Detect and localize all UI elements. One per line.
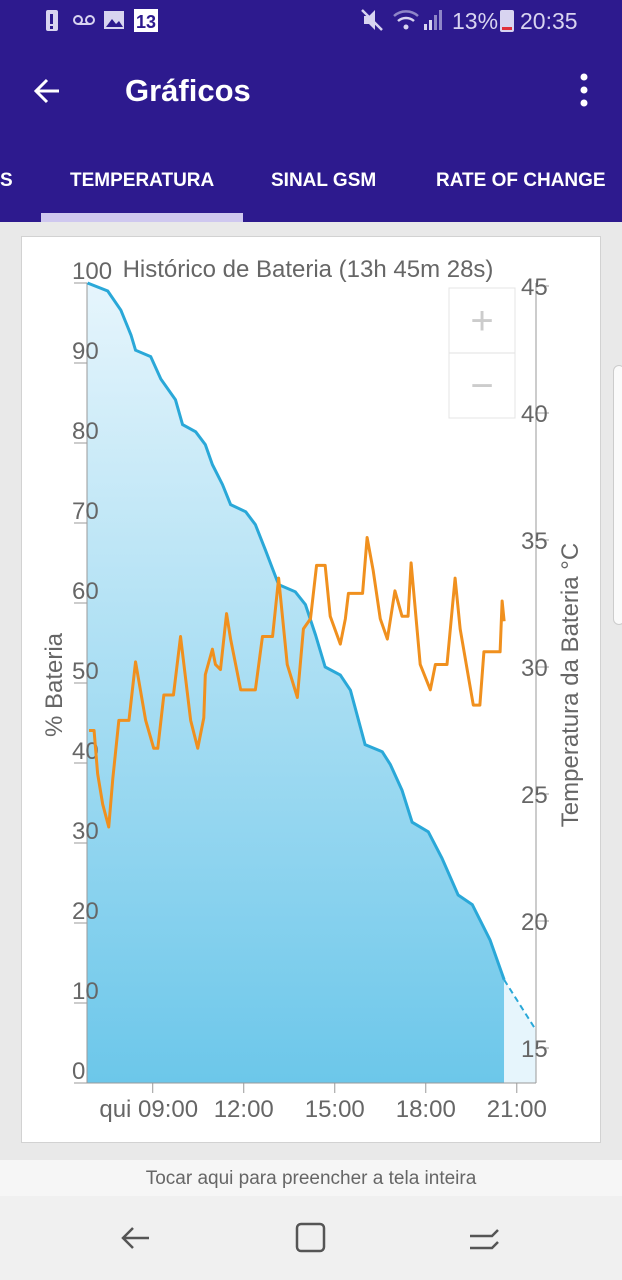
x-tick-label: 12:00 [214, 1096, 274, 1123]
app-bar: Gráficos [0, 42, 622, 140]
notification-badge: 13 [136, 12, 156, 32]
projection-area-fill [504, 979, 536, 1083]
calendar-13-icon [134, 9, 158, 32]
y-tick-label: 90 [72, 338, 99, 365]
tab-sinal-gsm[interactable]: SINAL GSM [271, 170, 377, 191]
more-vert-icon[interactable] [574, 71, 594, 111]
zoom-in-button[interactable]: + [470, 299, 493, 343]
y-tick-label: 70 [72, 498, 99, 525]
active-tab-indicator [41, 213, 243, 222]
y-axis-label: % Bateria [41, 632, 68, 737]
battery-percent: 13% [452, 8, 499, 34]
clock: 20:35 [520, 8, 578, 34]
y-tick-label: 20 [72, 898, 99, 925]
battery-alert-icon [46, 10, 58, 31]
scrollbar[interactable] [613, 365, 622, 625]
y2-tick-label: 20 [521, 909, 548, 936]
y2-axis-label: Temperatura da Bateria °C [557, 543, 584, 827]
tab-previous[interactable]: S [0, 170, 13, 191]
battery-icon [500, 10, 514, 32]
y2-tick-label: 45 [521, 274, 548, 301]
y-tick-label: 30 [72, 818, 99, 845]
zoom-controls: + − [448, 287, 516, 419]
arrow-left-icon[interactable] [29, 71, 69, 111]
wifi-icon [393, 10, 419, 30]
zoom-out-button[interactable]: − [470, 364, 493, 408]
back-icon[interactable] [117, 1218, 157, 1258]
y-tick-label: 80 [72, 418, 99, 445]
y-tick-label: 60 [72, 578, 99, 605]
status-bar: 13 13% 20:35 [0, 0, 622, 42]
y2-tick-label: 30 [521, 655, 548, 682]
tab-temperatura[interactable]: TEMPERATURA [70, 170, 215, 191]
y2-tick-label: 35 [521, 528, 548, 555]
navigation-bar [0, 1196, 622, 1280]
y-tick-label: 50 [72, 658, 99, 685]
y-tick-label: 10 [72, 978, 99, 1005]
x-tick-label: 21:00 [487, 1096, 547, 1123]
image-icon [104, 11, 124, 29]
chart-title: Histórico de Bateria (13h 45m 28s) [123, 256, 494, 283]
y2-tick-label: 25 [521, 782, 548, 809]
y-tick-label: 100 [72, 258, 112, 285]
y-tick-label: 0 [72, 1058, 85, 1085]
signal-icon [424, 10, 442, 30]
battery-area-fill [87, 283, 505, 1083]
y2-tick-label: 15 [521, 1036, 548, 1063]
x-tick-label: 15:00 [305, 1096, 365, 1123]
y2-tick-label: 40 [521, 401, 548, 428]
tab-bar: S TEMPERATURA SINAL GSM RATE OF CHANGE [0, 140, 622, 222]
tab-rate-of-change[interactable]: RATE OF CHANGE [436, 170, 606, 191]
voicemail-icon [73, 15, 95, 25]
mute-icon [361, 9, 383, 31]
page-title: Gráficos [125, 73, 251, 108]
fill-screen-hint[interactable]: Tocar aqui para preencher a tela inteira [0, 1160, 622, 1196]
temperature-line [89, 535, 506, 829]
x-tick-label: 18:00 [396, 1096, 456, 1123]
recents-icon[interactable] [466, 1218, 506, 1258]
battery-chart[interactable]: 010203040506070809010015202530354045qui … [0, 0, 622, 1160]
home-icon[interactable] [291, 1218, 331, 1258]
x-tick-label: qui 09:00 [99, 1096, 198, 1123]
